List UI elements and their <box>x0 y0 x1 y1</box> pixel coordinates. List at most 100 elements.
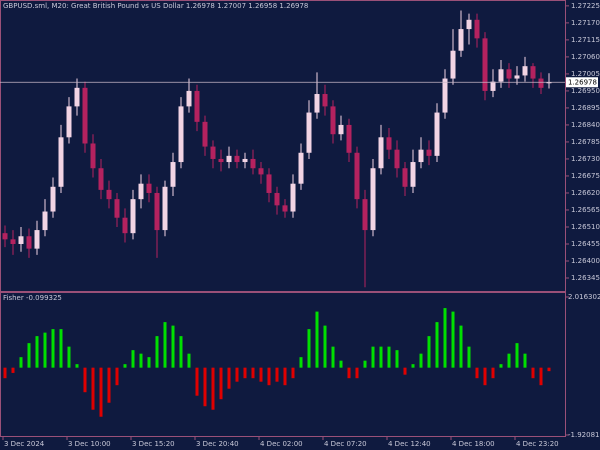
indicator-bar <box>203 367 207 407</box>
indicator-bar <box>131 350 135 368</box>
candle-body <box>530 66 536 79</box>
y-tick-label: 1.26840 <box>571 121 600 129</box>
candle-body <box>34 230 40 249</box>
current-price-box <box>566 77 598 88</box>
indicator-bar <box>523 353 527 368</box>
x-tick-label: 4 Dec 07:20 <box>324 440 367 448</box>
indicator-bar <box>307 329 311 368</box>
indicator-bar <box>139 353 143 368</box>
candle-body <box>178 106 184 163</box>
candle-body <box>234 155 240 163</box>
candle-body <box>18 236 24 244</box>
candle-body <box>442 78 448 113</box>
indicator-bar <box>179 336 183 368</box>
indicator-bar <box>323 325 327 368</box>
indicator-bar <box>283 367 287 386</box>
y-tick-label: 1.27060 <box>571 53 600 61</box>
candle-body <box>210 146 216 159</box>
y-tick-label: 1.27115 <box>571 36 600 44</box>
candle-body <box>418 149 424 163</box>
candle-body <box>474 19 480 39</box>
indicator-bar <box>531 367 535 379</box>
indicator-bar <box>475 367 479 379</box>
candle-body <box>370 168 376 231</box>
indicator-bar <box>403 367 407 375</box>
candle-body <box>394 149 400 169</box>
indicator-bar <box>115 367 119 386</box>
indicator-bar <box>107 367 111 403</box>
indicator-bar <box>491 367 495 379</box>
indicator-bar <box>435 322 439 368</box>
candle-body <box>98 168 104 190</box>
y-tick-label: 1.26675 <box>571 172 600 180</box>
indicator-bar <box>459 325 463 368</box>
candle-body <box>506 69 512 79</box>
indicator-bar <box>267 367 271 386</box>
indicator-bar <box>75 364 79 368</box>
y-tick-label: 1.26565 <box>571 206 600 214</box>
candle-body <box>386 137 392 150</box>
candle-body <box>50 186 56 212</box>
candle-body <box>138 183 144 200</box>
candle-body <box>514 75 520 79</box>
candle-body <box>26 236 32 249</box>
candle-body <box>330 106 336 135</box>
current-price-label: 1.26978 <box>568 78 597 86</box>
candle-body <box>186 90 192 107</box>
candle-body <box>466 19 472 30</box>
y-tick-label: 1.26455 <box>571 240 600 248</box>
indicator-bar <box>35 336 39 368</box>
y-tick-label: 1.26785 <box>571 138 600 146</box>
candle-body <box>242 158 248 163</box>
indicator-bar <box>483 367 487 386</box>
candle-body <box>458 29 464 51</box>
indicator-bar <box>539 367 543 386</box>
indicator-bar <box>83 367 87 393</box>
x-tick-label: 3 Dec 2024 <box>4 440 45 448</box>
candle-body <box>146 183 152 193</box>
candle-body <box>106 189 112 200</box>
candle-body <box>82 87 88 144</box>
candle-body <box>74 87 80 107</box>
candle-body <box>226 155 232 163</box>
indicator-bar <box>219 367 223 400</box>
candle-body <box>362 199 368 231</box>
candle-body <box>58 137 64 187</box>
indicator-bar <box>547 367 551 372</box>
indicator-bar <box>363 360 367 368</box>
y-tick-label: 1.26510 <box>571 223 600 231</box>
indicator-bar <box>291 367 295 379</box>
x-tick-label: 3 Dec 10:00 <box>68 440 111 448</box>
candle-body <box>546 82 552 84</box>
indicator-bar <box>355 367 359 379</box>
indicator-bar <box>419 353 423 368</box>
indicator-bar <box>427 336 431 368</box>
candle-body <box>194 90 200 122</box>
indicator-bar <box>235 367 239 382</box>
candle-body <box>498 69 504 82</box>
indicator-bar <box>59 329 63 368</box>
candle-body <box>202 121 208 147</box>
indicator-bar <box>99 367 103 417</box>
candle-body <box>66 106 72 138</box>
candle-body <box>434 112 440 156</box>
indicator-bar <box>259 367 263 382</box>
x-tick-label: 3 Dec 20:40 <box>196 440 239 448</box>
candle-body <box>2 233 8 240</box>
y-tick-label: 1.26730 <box>571 155 600 163</box>
indicator-bar <box>11 367 15 373</box>
candle-body <box>114 199 120 218</box>
candle-body <box>218 158 224 163</box>
candle-body <box>354 152 360 200</box>
y-tick-label: 1.26950 <box>571 87 600 95</box>
indicator-bar <box>315 311 319 368</box>
candle-body <box>170 162 176 187</box>
y-tick-label: 1.26345 <box>571 274 600 282</box>
indicator-bar <box>211 367 215 410</box>
indicator-bar <box>123 364 127 368</box>
indicator-bar <box>467 346 471 368</box>
y-tick-label: 1.27005 <box>571 70 600 78</box>
y-tick-label: 1.26620 <box>571 189 600 197</box>
candle-body <box>306 112 312 153</box>
